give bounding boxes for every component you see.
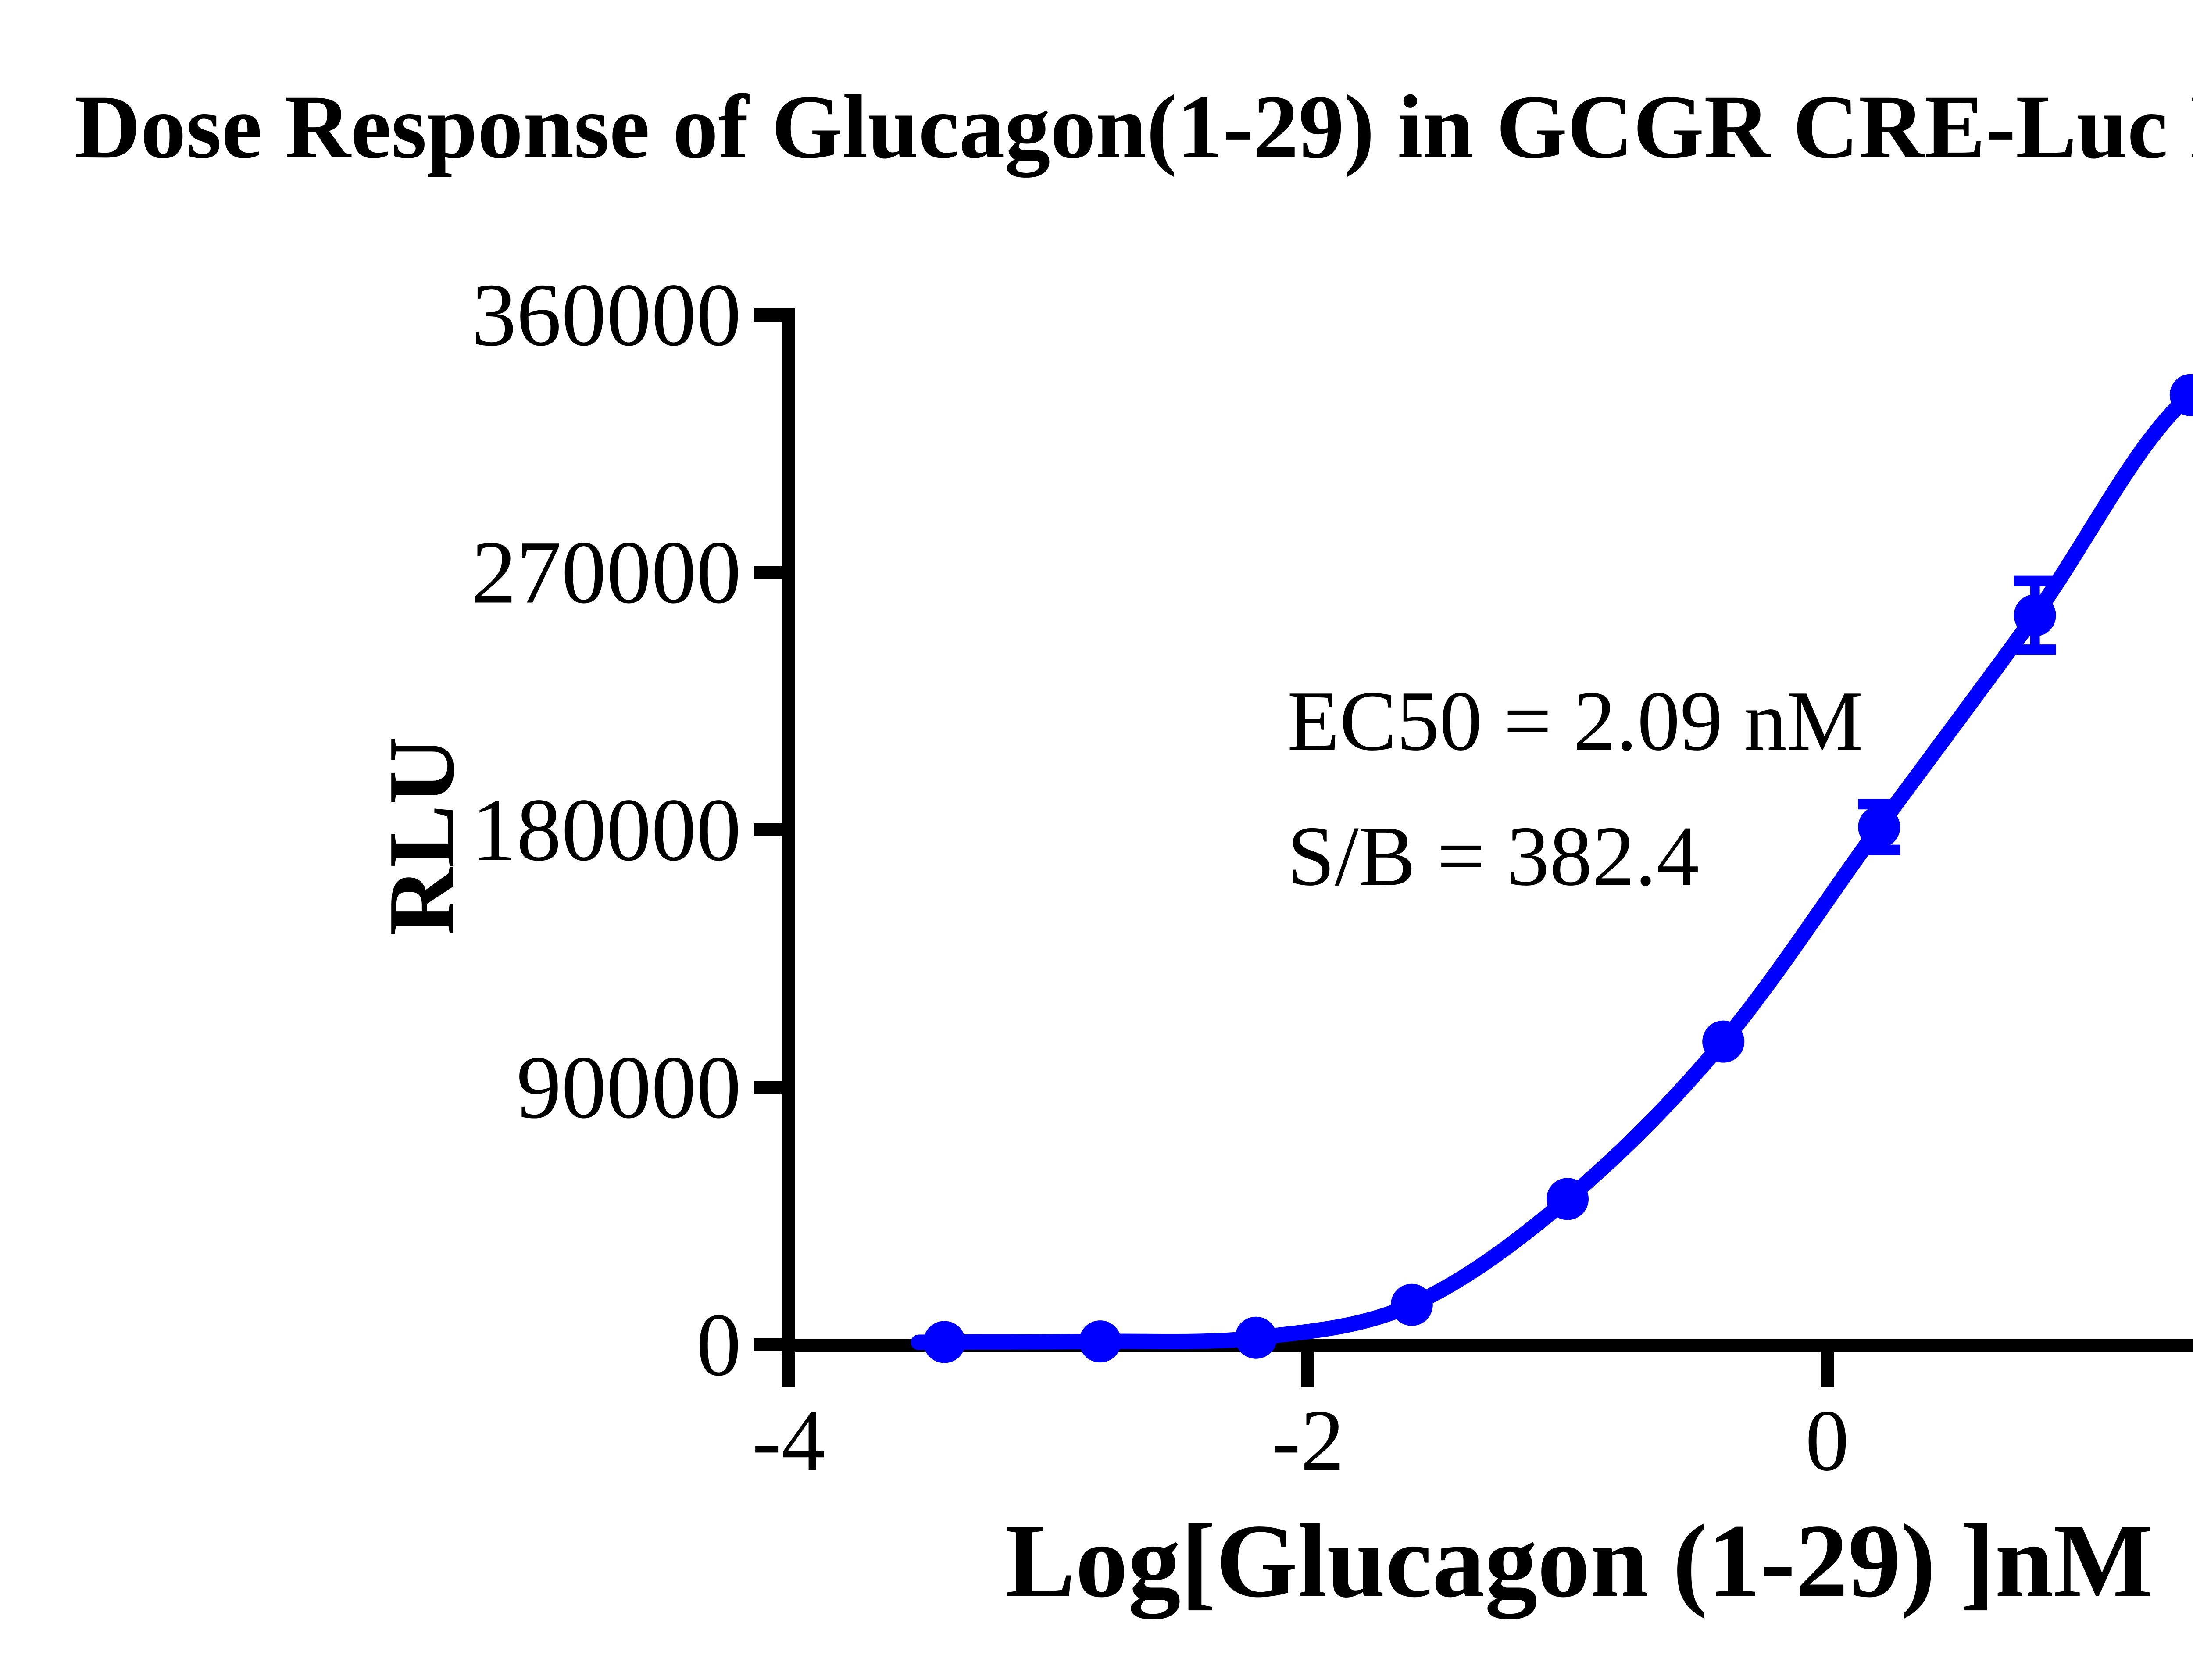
x-tick-mark (1301, 1351, 1314, 1387)
y-tick-mark (754, 1081, 782, 1094)
data-point (2169, 374, 2193, 416)
data-point (1702, 1020, 1745, 1063)
data-point (2014, 594, 2056, 636)
ec50-text: EC50 = 2.09 nM (1287, 674, 1863, 769)
y-tick-mark (754, 823, 782, 836)
x-tick-label: -2 (1271, 1392, 1345, 1489)
y-tick-mark (754, 566, 782, 579)
y-tick-label: 0 (696, 1295, 742, 1395)
y-tick-label: 180000 (471, 780, 741, 880)
sb-text: S/B = 382.4 (1287, 809, 1699, 904)
x-axis-title-prefix: Log[Glucagon (1005, 1502, 1649, 1619)
fit-curve (911, 384, 2193, 1350)
chart-title: Dose Response of Glucagon(1-29) in GCGR … (75, 76, 2193, 177)
data-point (923, 1321, 966, 1363)
y-tick-label: 360000 (471, 265, 741, 365)
y-axis-line (782, 308, 795, 1352)
x-tick-label: 0 (1805, 1392, 1849, 1489)
y-tick-label: 270000 (471, 522, 741, 622)
x-axis-title-conc: (1-29) (1672, 1502, 1936, 1619)
data-point (1079, 1320, 1122, 1363)
x-axis-title: Log[Glucagon (1-29)]nM (1005, 1500, 2153, 1621)
y-tick-mark (754, 308, 782, 322)
x-tick-mark (1821, 1351, 1834, 1387)
x-tick-mark (782, 1351, 795, 1387)
data-point (1858, 806, 1900, 848)
fit-annotation: EC50 = 2.09 nM S/B = 382.4 (1287, 654, 1863, 924)
data-point (1547, 1178, 1589, 1220)
x-tick-label: -4 (752, 1392, 825, 1489)
data-point (1390, 1283, 1433, 1326)
x-axis-title-suffix: ]nM (1960, 1502, 2153, 1619)
y-tick-label: 90000 (516, 1037, 742, 1137)
y-tick-mark (754, 1338, 782, 1351)
data-point (1235, 1316, 1277, 1359)
